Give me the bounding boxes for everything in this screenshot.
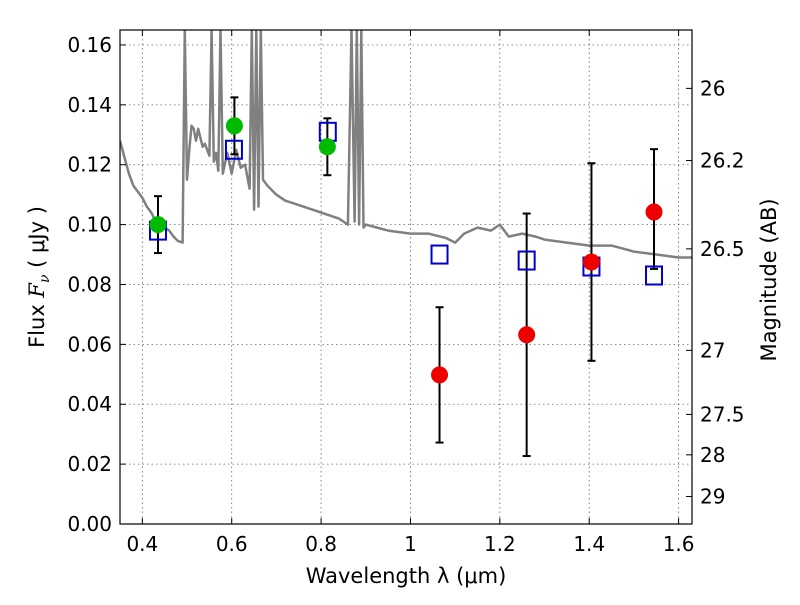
x-axis-title: Wavelength λ (μm) <box>306 564 507 588</box>
x-tick-label: 1.4 <box>573 532 605 556</box>
x-tick-label: 0.4 <box>126 532 158 556</box>
error-bars <box>153 96 659 458</box>
x-tick-label: 1 <box>404 532 417 556</box>
y-tick-label: 0.08 <box>67 272 112 296</box>
y-tick-label: 0.02 <box>67 452 112 476</box>
right-tick-label: 27.5 <box>700 402 745 426</box>
markers <box>148 117 664 384</box>
y-axis-title: Flux Fν ( μJy ) <box>25 206 53 348</box>
x-tick-label: 1.2 <box>484 532 516 556</box>
y-tick-label: 0.16 <box>67 33 112 57</box>
x-tick-label: 1.6 <box>663 532 695 556</box>
axes-frame <box>119 29 693 525</box>
y-tick-label: 0.00 <box>67 512 112 536</box>
right-tick-label: 26.2 <box>700 149 745 173</box>
ticks: 0.4 0.6 0.8 1 1.2 1.4 1.6 0.00 0.02 0.04 0.06 0.08 0… <box>67 30 745 556</box>
model-flux-square <box>430 244 449 265</box>
right-tick-label: 27 <box>700 338 725 362</box>
low-significance-point <box>518 326 536 344</box>
low-significance-point <box>582 253 600 271</box>
model-flux-square <box>224 139 243 160</box>
grid <box>120 30 692 525</box>
y-axis-title-subscript: ν <box>37 274 53 283</box>
model-flux-square <box>517 250 536 271</box>
y-tick-label: 0.04 <box>67 392 112 416</box>
right-tick-label: 26.5 <box>700 237 745 261</box>
y-axis-title-prefix: Flux <box>25 298 49 348</box>
x-tick-label: 0.8 <box>305 532 337 556</box>
y-tick-label: 0.06 <box>67 332 112 356</box>
y-tick-label: 0.12 <box>67 153 112 177</box>
y-tick-label: 0.14 <box>67 93 112 117</box>
model-flux-square <box>645 265 664 286</box>
detection-point <box>318 138 336 156</box>
plot-area <box>120 30 692 259</box>
right-tick-label: 29 <box>700 484 725 508</box>
detection-point <box>225 117 243 135</box>
right-tick-label: 26 <box>700 76 725 100</box>
y-tick-label: 0.10 <box>67 213 112 237</box>
x-tick-label: 0.6 <box>216 532 248 556</box>
detection-point <box>149 216 167 234</box>
y-axis-title-symbol: F <box>25 282 49 299</box>
low-significance-point <box>431 366 449 384</box>
right-axis-title: Magnitude (AB) <box>757 198 781 361</box>
low-significance-point <box>645 203 663 221</box>
right-tick-label: 28 <box>700 443 725 467</box>
model-spectrum-line <box>120 30 692 259</box>
y-axis-title-suffix: ( μJy ) <box>25 206 49 274</box>
